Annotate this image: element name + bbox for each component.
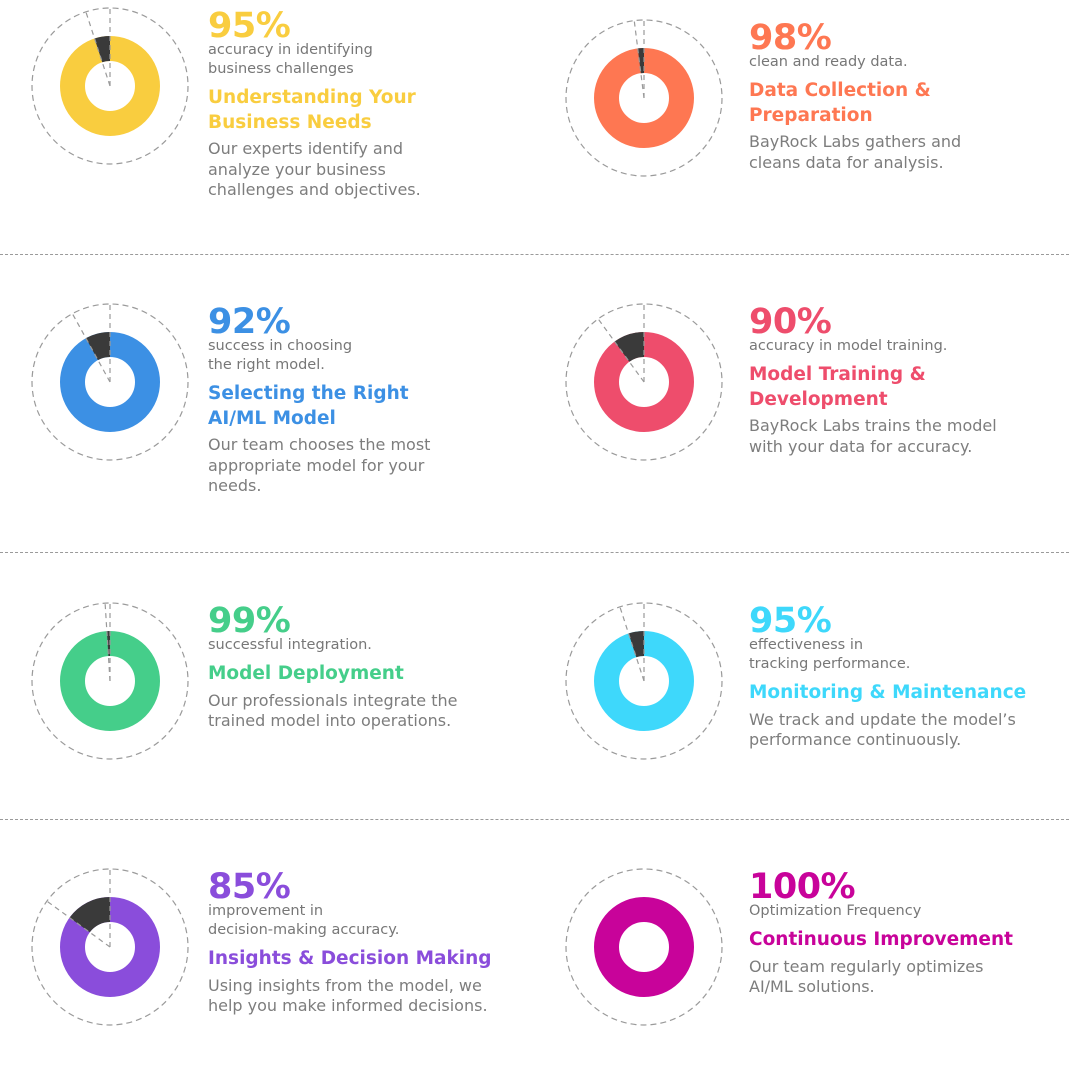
step-description: BayRock Labs trains the model with your … <box>749 416 997 456</box>
donut-remainder-segment <box>85 332 110 361</box>
row-divider-2 <box>0 552 1069 553</box>
step-card-insights-decision-making: 85% improvement in decision-making accur… <box>30 867 550 1067</box>
percent-value: 92% <box>208 302 291 342</box>
step-description: Our team chooses the most appropriate mo… <box>208 435 431 495</box>
outer-guide-ring <box>565 868 723 1026</box>
step-description: We track and update the model’s performa… <box>749 709 1016 750</box>
step-card-understanding-business-needs: 95% accuracy in identifying business cha… <box>30 6 550 206</box>
step-title: Monitoring & Maintenance <box>749 682 1027 703</box>
stat-label: success in choosing the right model. <box>208 338 353 373</box>
guide-line-end <box>104 603 111 682</box>
donut-remainder-segment <box>94 36 110 63</box>
outer-guide-ring <box>31 303 189 461</box>
guide-line-end <box>46 900 111 948</box>
step-text: 95% accuracy in identifying business cha… <box>208 6 538 201</box>
donut-chart <box>565 303 723 461</box>
donut-chart <box>565 868 723 1026</box>
donut-chart <box>565 19 723 177</box>
donut-chart <box>31 602 189 760</box>
percent-value: 98% <box>749 18 832 58</box>
step-title: Data Collection & Preparation <box>749 80 931 126</box>
percent-value: 95% <box>208 6 291 46</box>
stat-label: Optimization Frequency <box>749 903 922 919</box>
donut-chart <box>31 868 189 1026</box>
outer-guide-ring <box>565 602 723 760</box>
stat-label: clean and ready data. <box>749 54 908 70</box>
donut-remainder-segment <box>69 897 110 933</box>
percent-value: 99% <box>208 601 291 641</box>
step-description: Using insights from the model, we help y… <box>208 975 488 1016</box>
step-card-monitoring-maintenance: 95% effectiveness in tracking performanc… <box>564 601 1069 801</box>
stat-label: successful integration. <box>208 637 372 653</box>
step-text: 95% effectiveness in tracking performanc… <box>749 601 1069 751</box>
guide-line-end <box>597 318 645 383</box>
donut-remainder-segment <box>637 48 644 74</box>
donut-remainder-segment <box>106 631 110 657</box>
outer-guide-ring <box>31 602 189 760</box>
step-card-model-deployment: 99% successful integration. Model Deploy… <box>30 601 550 801</box>
step-title: Selecting the Right AI/ML Model <box>208 383 409 429</box>
step-text: 92% success in choosing the right model.… <box>208 302 538 497</box>
step-description: Our team regularly optimizes AI/ML solut… <box>749 956 984 997</box>
step-title: Model Deployment <box>208 663 404 684</box>
guide-line-end <box>633 20 645 99</box>
donut-value-ring <box>594 897 694 997</box>
outer-guide-ring <box>565 303 723 461</box>
step-title: Insights & Decision Making <box>208 948 492 969</box>
step-card-data-collection: 98% clean and ready data. Data Collectio… <box>564 18 1069 218</box>
donut-chart <box>565 602 723 760</box>
step-text: 90% accuracy in model training. Model Tr… <box>749 302 1069 457</box>
step-description: Our experts identify and analyze your bu… <box>208 139 421 199</box>
donut-chart <box>31 303 189 461</box>
step-description: BayRock Labs gathers and cleans data for… <box>749 132 962 172</box>
stat-label: accuracy in identifying business challen… <box>208 42 373 77</box>
step-title: Understanding Your Business Needs <box>208 87 416 133</box>
stat-label: improvement in decision-making accuracy. <box>208 903 400 938</box>
percent-value: 95% <box>749 601 832 641</box>
step-text: 99% successful integration. Model Deploy… <box>208 601 538 732</box>
donut-remainder-segment <box>628 631 644 658</box>
step-title: Continuous Improvement <box>749 929 1013 950</box>
stat-label: effectiveness in tracking performance. <box>749 637 911 672</box>
step-card-selecting-model: 92% success in choosing the right model.… <box>30 302 550 502</box>
donut-remainder-segment <box>614 332 644 362</box>
percent-value: 85% <box>208 867 291 907</box>
guide-line-end <box>619 606 645 682</box>
stat-label: accuracy in model training. <box>749 338 948 354</box>
row-divider-3 <box>0 819 1069 820</box>
step-title: Model Training & Development <box>749 364 926 410</box>
outer-guide-ring <box>31 7 189 165</box>
step-description: Our professionals integrate the trained … <box>208 690 458 731</box>
step-card-model-training: 90% accuracy in model training. Model Tr… <box>564 302 1069 502</box>
percent-value: 100% <box>749 867 856 907</box>
outer-guide-ring <box>565 19 723 177</box>
step-text: 100% Optimization Frequency Continuous I… <box>749 867 1069 998</box>
guide-line-end <box>85 11 111 87</box>
step-text: 98% clean and ready data. Data Collectio… <box>749 18 1069 173</box>
outer-guide-ring <box>31 868 189 1026</box>
guide-line-end <box>71 313 111 383</box>
step-card-continuous-improvement: 100% Optimization Frequency Continuous I… <box>564 867 1069 1067</box>
donut-chart <box>31 7 189 165</box>
step-text: 85% improvement in decision-making accur… <box>208 867 538 1017</box>
percent-value: 90% <box>749 302 832 342</box>
row-divider-1 <box>0 254 1069 255</box>
